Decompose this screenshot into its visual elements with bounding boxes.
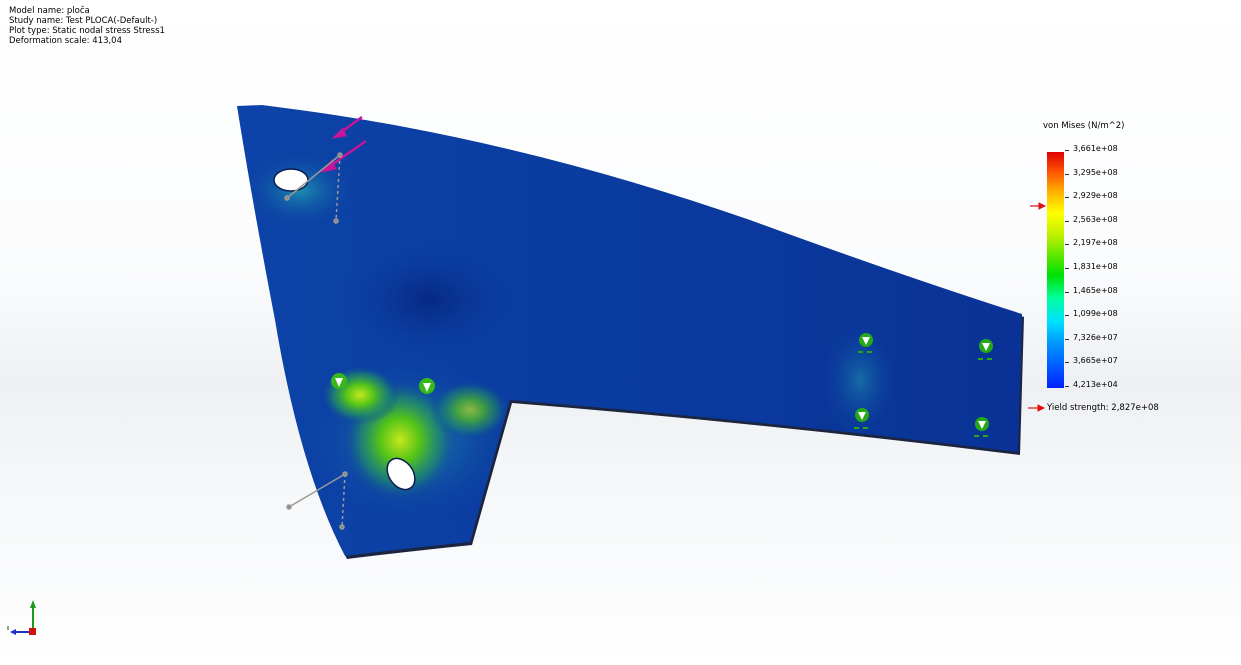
fixture-marker[interactable] <box>974 417 989 437</box>
stress-region-hot-2 <box>320 365 400 425</box>
model-name-text: Model name: ploča <box>9 6 90 16</box>
stress-plate-model[interactable] <box>237 105 1024 559</box>
plot-type-text: Plot type: Static nodal stress Stress1 <box>9 26 165 36</box>
colorbar-tick-label: 3,295e+08 <box>1065 167 1118 177</box>
colorbar-tick-label: 2,929e+08 <box>1065 191 1118 201</box>
colorbar-tick-label: 3,661e+08 <box>1065 144 1118 153</box>
fixture-marker[interactable] <box>858 333 873 353</box>
load-arrow-icon[interactable] <box>320 115 367 173</box>
plate-hole-bottom[interactable] <box>381 453 420 495</box>
colorbar-tick-label: 1,831e+08 <box>1065 262 1118 271</box>
fixture-marker[interactable] <box>419 378 435 394</box>
fixture-marker[interactable] <box>978 339 993 360</box>
stress-colorbar <box>1047 152 1064 388</box>
colorbar-tick-label: 2,563e+08 <box>1065 214 1118 224</box>
plot-info: Model name: ploča Study name: Test PLOCA… <box>9 6 165 46</box>
coordinate-triad-icon[interactable] <box>7 600 36 635</box>
stress-region-dark <box>340 240 520 360</box>
fixture-marker[interactable] <box>854 408 869 429</box>
colorbar-tick-label: 1,465e+08 <box>1065 285 1118 295</box>
stress-region-right-mild <box>820 320 900 440</box>
yield-marker-arrow-icon <box>1030 202 1047 210</box>
connector-lines <box>284 152 348 530</box>
yield-label-arrow-icon <box>1028 404 1046 412</box>
yield-strength-label: Yield strength: 2,827e+08 <box>1047 403 1159 413</box>
colorbar-tick-label: 3,665e+07 <box>1065 356 1118 366</box>
study-name-text: Study name: Test PLOCA(-Default-) <box>9 16 158 26</box>
legend-title: von Mises (N/m^2) <box>1043 121 1125 131</box>
fixture-marker[interactable] <box>331 373 347 389</box>
colorbar-tick-label: 1,099e+08 <box>1065 309 1118 319</box>
colorbar-tick-label: 7,326e+07 <box>1065 332 1118 342</box>
stress-region-hot-3 <box>430 380 510 440</box>
colorbar-tick-label: 2,197e+08 <box>1065 238 1118 248</box>
colorbar-tick-label: 4,213e+04 <box>1065 380 1118 389</box>
deformation-scale-text: Deformation scale: 413,04 <box>9 36 122 46</box>
plate-hole-top[interactable] <box>273 168 309 192</box>
